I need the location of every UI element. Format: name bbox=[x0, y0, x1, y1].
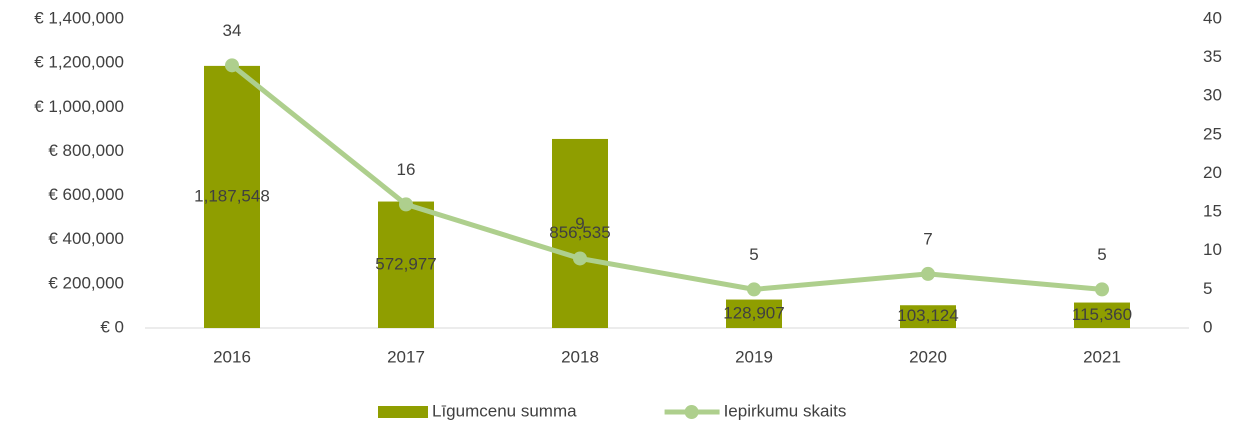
y2-tick-label: 15 bbox=[1203, 202, 1222, 221]
legend-swatch-point bbox=[684, 405, 699, 419]
data-label: 128,907 bbox=[723, 303, 784, 322]
y2-tick-label: 20 bbox=[1203, 163, 1222, 182]
y2-tick-label: 25 bbox=[1203, 124, 1222, 143]
y2-tick-label: 0 bbox=[1203, 317, 1212, 336]
y2-tick-label: 10 bbox=[1203, 240, 1222, 259]
data-label: 16 bbox=[397, 160, 416, 179]
y2-tick-label: 5 bbox=[1203, 279, 1212, 298]
x-tick-label: 2017 bbox=[387, 347, 425, 366]
y-tick-label: € 400,000 bbox=[48, 229, 124, 248]
x-tick-label: 2020 bbox=[909, 347, 947, 366]
data-label: 7 bbox=[923, 229, 932, 248]
bar bbox=[552, 138, 608, 328]
y-tick-label: € 200,000 bbox=[48, 273, 124, 292]
x-tick-label: 2018 bbox=[561, 347, 599, 366]
x-tick-label: 2016 bbox=[213, 347, 251, 366]
y-tick-label: € 0 bbox=[100, 317, 124, 336]
data-label: 5 bbox=[1097, 245, 1106, 264]
legend-label: Iepirkumu skaits bbox=[724, 401, 847, 420]
data-label: 856,535 bbox=[549, 223, 610, 242]
bar bbox=[204, 65, 260, 329]
data-label: 1,187,548 bbox=[194, 186, 270, 205]
y-tick-label: € 600,000 bbox=[48, 185, 124, 204]
legend-swatch bbox=[378, 406, 428, 418]
data-label: 572,977 bbox=[375, 254, 436, 273]
bar bbox=[726, 299, 782, 328]
bar bbox=[378, 201, 434, 328]
line-point bbox=[1095, 282, 1109, 297]
data-label: 115,360 bbox=[1072, 305, 1132, 324]
line-point bbox=[747, 282, 761, 297]
y-tick-label: € 1,200,000 bbox=[34, 53, 124, 72]
data-label: 103,124 bbox=[897, 306, 958, 325]
bar bbox=[1074, 302, 1130, 328]
y-tick-label: € 1,000,000 bbox=[34, 97, 124, 116]
line-point bbox=[921, 266, 935, 281]
line-point bbox=[399, 197, 413, 212]
x-tick-label: 2019 bbox=[735, 347, 773, 366]
y2-tick-label: 35 bbox=[1203, 47, 1222, 66]
y2-tick-label: 30 bbox=[1203, 86, 1222, 105]
legend-label: Līgumcenu summa bbox=[432, 401, 577, 420]
y-tick-label: € 800,000 bbox=[48, 141, 124, 160]
y2-tick-label: 40 bbox=[1203, 8, 1222, 27]
data-label: 5 bbox=[749, 245, 758, 264]
data-label: 34 bbox=[223, 21, 242, 40]
bar bbox=[900, 305, 956, 328]
line-point bbox=[225, 58, 239, 73]
y-tick-label: € 1,400,000 bbox=[34, 8, 124, 27]
line bbox=[230, 63, 1103, 292]
line-point bbox=[573, 251, 587, 266]
x-tick-label: 2021 bbox=[1083, 347, 1121, 366]
data-label: 9 bbox=[575, 214, 584, 233]
